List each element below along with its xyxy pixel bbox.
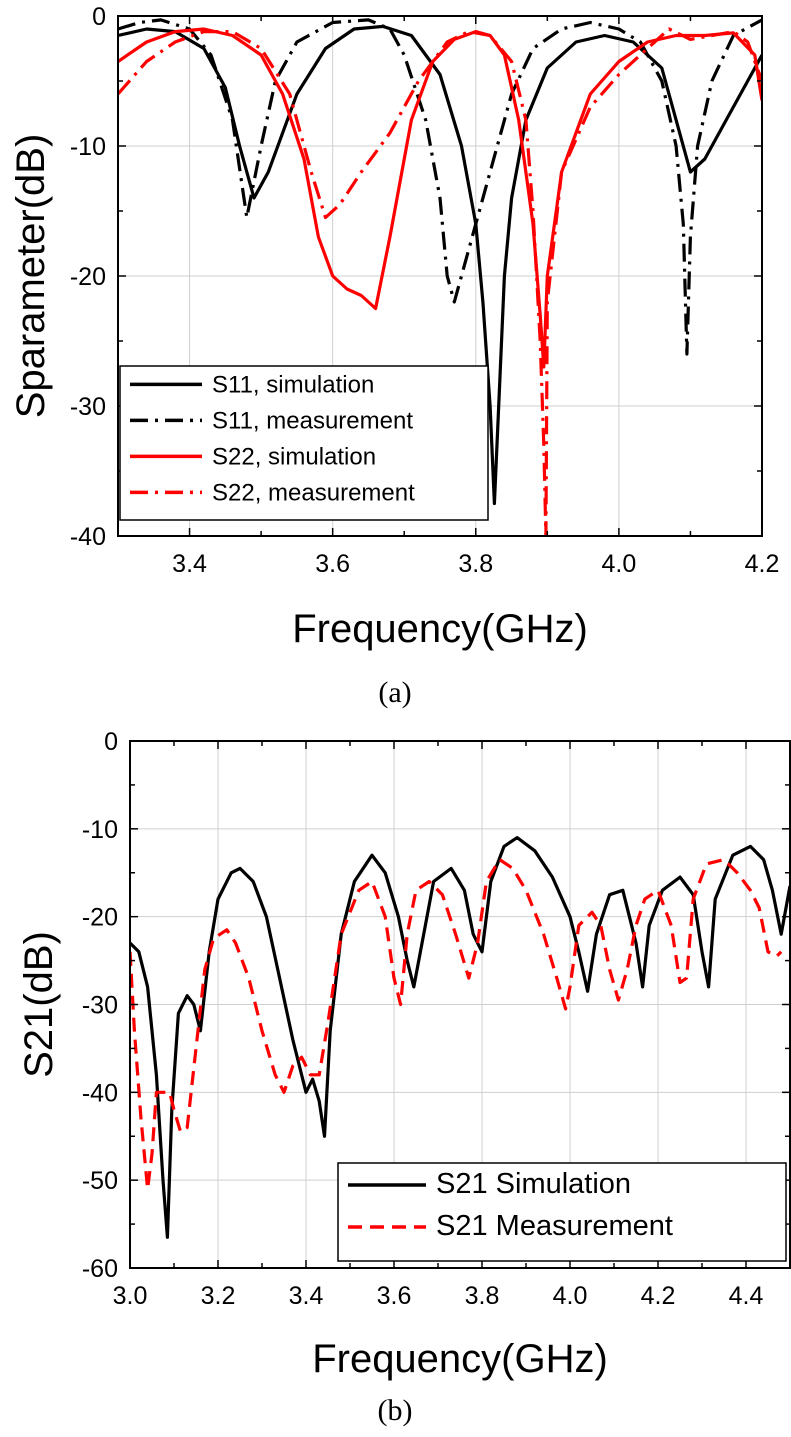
x-tick-label: 4.0 [553, 1282, 588, 1310]
y-axis-label: Sparameter(dB) [9, 134, 53, 419]
x-tick-label: 3.0 [113, 1282, 148, 1310]
legend: S21 Simulation S21 Measurement [337, 1162, 787, 1262]
series-line-s21-measurement [130, 858, 783, 1191]
legend-box [119, 365, 489, 521]
y-tick-label: -20 [82, 904, 118, 932]
legend-label: S11, simulation [212, 371, 374, 398]
x-tick-label: 3.6 [315, 550, 350, 578]
y-axis-label: S21(dB) [17, 931, 61, 1078]
x-tick-label: 4.2 [641, 1282, 676, 1310]
x-tick-label: 3.4 [172, 550, 207, 578]
x-axis-label: Frequency(GHz) [312, 1337, 608, 1381]
x-axis-label: Frequency(GHz) [292, 607, 588, 651]
y-tick-label: -60 [82, 1255, 118, 1283]
x-tick-label: 4.4 [729, 1282, 764, 1310]
y-tick-label: -20 [70, 263, 106, 291]
legend-label: S21 Simulation [436, 1168, 631, 1200]
x-tick-label: 3.8 [458, 550, 493, 578]
figure-caption: (b) [378, 1394, 413, 1427]
series-line-s11-simulation [118, 24, 762, 506]
legend-label: S11, measurement [212, 407, 413, 434]
chart-panel-a: 3.4 3.6 3.8 4.0 4.2 0 -10 -20 -30 -40 Frequency(GH… [9, 3, 779, 709]
y-tick-label: -10 [82, 816, 118, 844]
x-tick-label: 4.0 [602, 550, 637, 578]
legend-label: S22, simulation [212, 443, 376, 470]
series-line-s21-simulation [130, 836, 790, 1239]
y-tick-label: 0 [92, 3, 106, 31]
x-tick-label: 3.2 [201, 1282, 236, 1310]
legend-label: S21 Measurement [436, 1210, 673, 1242]
series-line-s22-measurement [118, 27, 762, 536]
legend: S11, simulation S11, measurement S22, simu… [119, 365, 489, 521]
y-tick-label: -10 [70, 133, 106, 161]
series-line-s11-measurement [118, 18, 762, 356]
legend-box [337, 1162, 787, 1262]
x-tick-label: 3.6 [377, 1282, 412, 1310]
y-tick-label: -40 [70, 523, 106, 551]
y-tick-label: -30 [70, 393, 106, 421]
y-tick-label: -50 [82, 1167, 118, 1195]
figure-caption: (a) [378, 676, 411, 709]
x-tick-label: 4.2 [745, 550, 780, 578]
legend-label: S22, measurement [212, 479, 415, 506]
chart-panel-b: 3.0 3.2 3.4 3.6 3.8 4.0 4.2 4.4 0 -10 -20 -30 -40 -50… [17, 728, 791, 1427]
y-tick-label: 0 [104, 728, 118, 756]
series-line-s22-simulation [118, 27, 762, 369]
x-tick-label: 3.8 [465, 1282, 500, 1310]
y-tick-label: -40 [82, 1079, 118, 1107]
x-tick-label: 3.4 [289, 1282, 324, 1310]
y-tick-label: -30 [82, 992, 118, 1020]
